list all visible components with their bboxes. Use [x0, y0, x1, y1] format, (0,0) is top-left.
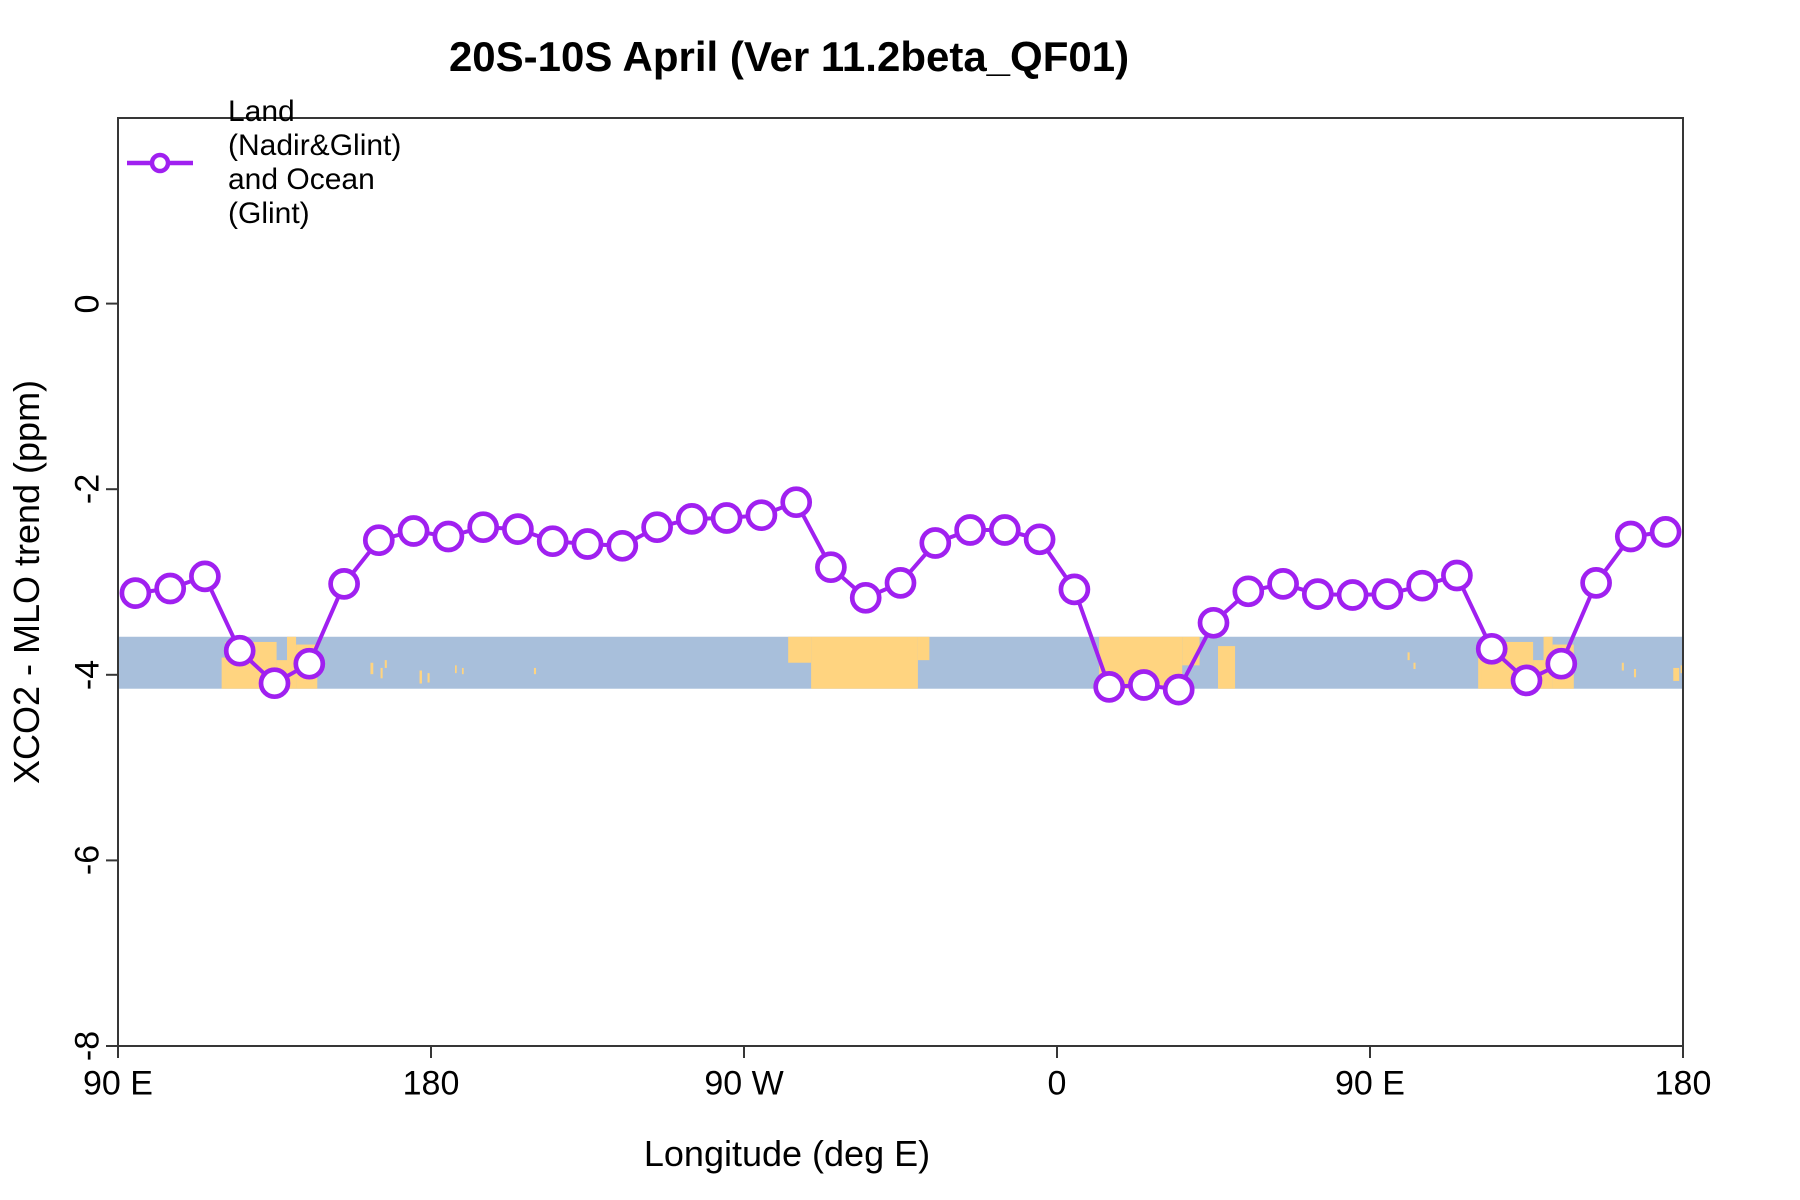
data-point [1475, 632, 1508, 665]
legend-circle-icon [149, 152, 171, 174]
data-point [293, 647, 326, 680]
data-point [606, 529, 639, 562]
y-tick-label: 0 [68, 294, 107, 314]
x-axis-label: Longitude (deg E) [643, 1133, 931, 1174]
data-point [223, 634, 256, 667]
land-patch-melanesia-islands [533, 667, 537, 675]
data-point [641, 511, 673, 544]
land-patch-south-america [811, 636, 918, 689]
land-patch-melanesia-islands-wrapped [1621, 662, 1624, 671]
data-point [1371, 578, 1404, 610]
data-points [119, 486, 1682, 706]
data-point [432, 520, 465, 553]
data-point [1301, 578, 1334, 610]
data-point [1128, 669, 1160, 701]
data-point [1545, 647, 1578, 680]
data-point [571, 528, 604, 560]
data-point [954, 514, 986, 546]
data-point [710, 502, 743, 534]
data-point [1580, 567, 1612, 599]
y-tick-label: -2 [68, 474, 107, 505]
land-patch-australia [287, 636, 297, 689]
data-point [1510, 664, 1543, 697]
land-patch-melanesia-islands [370, 662, 374, 675]
data-point [1093, 671, 1126, 703]
data-point [189, 560, 221, 593]
data-point [988, 514, 1021, 546]
data-point [780, 486, 813, 519]
data-point [919, 527, 952, 559]
land-patch-melanesia-islands [419, 670, 422, 684]
data-point [536, 525, 569, 558]
data-point [397, 515, 430, 547]
data-point [502, 513, 534, 545]
data-point [815, 551, 847, 584]
x-tick-label: 180 [402, 1064, 460, 1103]
data-point [1197, 606, 1230, 639]
data-point [258, 667, 291, 700]
land-patch-australia-wrapped [1478, 657, 1482, 689]
land-patch-south-america [788, 636, 812, 663]
y-tick-label: -4 [68, 659, 107, 690]
land-patch-south-america [917, 636, 930, 661]
plot-border [117, 117, 1684, 1047]
data-point [1336, 579, 1369, 611]
axis-ticks [106, 302, 1684, 1058]
x-tick-label: 90 W [704, 1064, 784, 1103]
data-point [1058, 573, 1091, 606]
land-patch-melanesia-islands-wrapped [1680, 665, 1683, 674]
data-point [154, 572, 187, 605]
x-tick-label: 90 E [1335, 1064, 1405, 1103]
data-point [1232, 575, 1265, 608]
data-point [1406, 569, 1439, 602]
land-patch-madagascar [1218, 646, 1236, 689]
land-patch-melanesia-islands [454, 665, 457, 674]
land-patch-melanesia-islands-wrapped [1673, 667, 1680, 681]
data-point [1441, 559, 1473, 592]
land-patch-melanesia-islands [427, 673, 430, 683]
data-point [675, 503, 708, 535]
x-tick-label: 180 [1654, 1064, 1712, 1103]
chart-title: 20S-10S April (Ver 11.2beta_QF01) [448, 33, 1130, 80]
land-patch-melanesia-islands-wrapped [1633, 668, 1637, 678]
data-point [362, 524, 395, 557]
land-patch-melanesia-islands [461, 667, 464, 675]
land-patch-australia [221, 657, 226, 689]
data-point [849, 581, 882, 614]
x-tick-label: 90 E [83, 1064, 153, 1103]
y-axis-label: XCO2 - MLO trend (ppm) [6, 379, 47, 785]
land-patch-melanesia-islands [380, 667, 383, 679]
land-patch-melanesia-islands [384, 660, 387, 668]
y-tick-label: -8 [68, 1030, 107, 1062]
legend-marker-icon [127, 152, 193, 174]
data-point [884, 567, 917, 599]
data-point [1023, 523, 1056, 556]
data-point [1267, 568, 1299, 600]
land-patch-indian-ocean-islands [1413, 662, 1416, 669]
data-point [467, 511, 500, 544]
land-patch-indian-ocean-islands [1407, 652, 1410, 661]
x-tick-label: 0 [1047, 1064, 1067, 1103]
data-point [1649, 516, 1682, 548]
data-point [328, 568, 360, 600]
legend-label: Land (Nadir&Glint) and Ocean (Glint) [228, 95, 402, 230]
data-point [745, 499, 778, 532]
data-point [119, 577, 152, 609]
y-tick-label: -6 [68, 845, 107, 876]
data-point [1614, 520, 1647, 553]
plot-frame [117, 117, 1684, 1047]
data-point [1162, 673, 1195, 706]
